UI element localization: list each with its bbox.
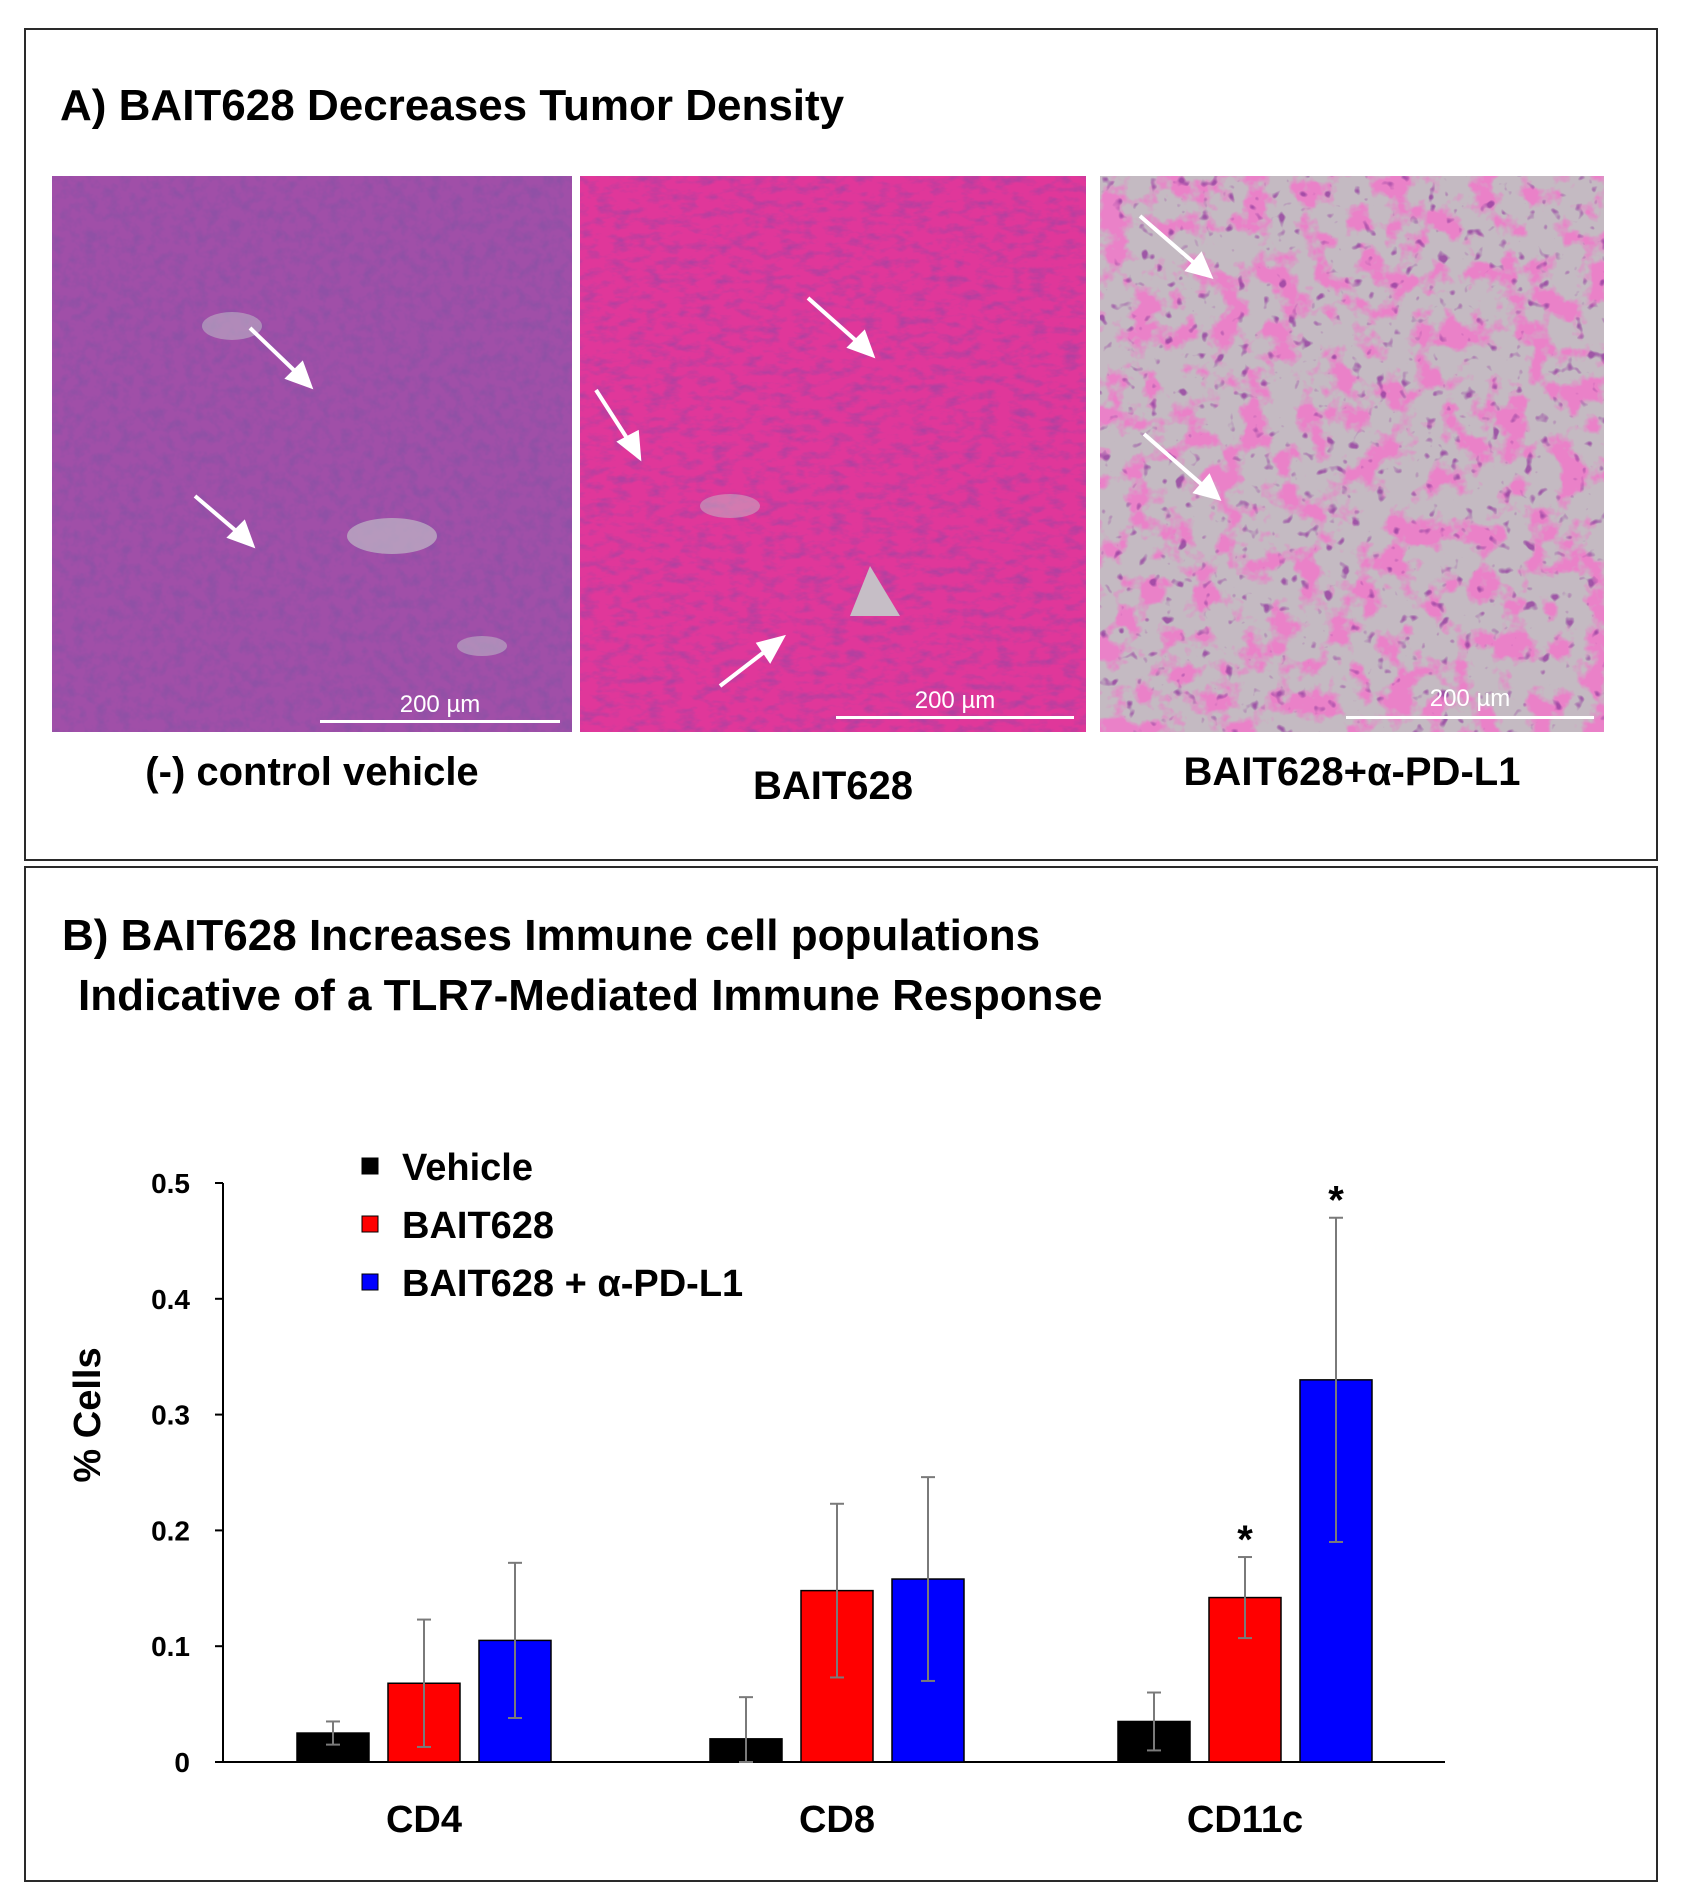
scale-label: 200 µm: [1429, 685, 1511, 712]
significance-marker: *: [1237, 1518, 1253, 1562]
scale-label: 200 µm: [399, 691, 481, 718]
legend-swatch-1: [361, 1215, 379, 1233]
legend-label-1: BAIT628: [402, 1205, 554, 1247]
scale-bar: [836, 716, 1074, 719]
scale-bar: [320, 720, 560, 723]
micrograph-bait628: 200 µm: [580, 176, 1086, 732]
panel-b-title-line2: Indicative of a TLR7-Mediated Immune Res…: [78, 971, 1103, 1020]
scale-bar: [1346, 716, 1594, 719]
panel-a-title: A) BAIT628 Decreases Tumor Density: [60, 81, 845, 130]
y-tick-label: 0.3: [151, 1400, 190, 1431]
legend-label-0: Vehicle: [402, 1147, 533, 1189]
y-tick-label: 0.1: [151, 1631, 190, 1662]
caption-bait628-anti-pdl1: BAIT628+α-PD-L1: [1183, 750, 1521, 794]
y-tick-label: 0.2: [151, 1515, 190, 1546]
scale-label: 200 µm: [914, 687, 996, 714]
legend-label-2: BAIT628 + α-PD-L1: [402, 1263, 743, 1305]
significance-marker: *: [1328, 1179, 1344, 1223]
micrograph-control-image: [52, 176, 572, 732]
x-tick-label-cd8: CD8: [799, 1799, 875, 1841]
legend-swatch-2: [361, 1273, 379, 1291]
micrograph-bait628-anti-pdl1-image: [1100, 176, 1604, 732]
y-tick-label: 0.5: [151, 1168, 190, 1199]
legend-swatch-0: [361, 1157, 379, 1175]
caption-bait628: BAIT628: [752, 764, 914, 808]
x-tick-label-cd11c: CD11c: [1187, 1799, 1303, 1841]
caption-control: (-) control vehicle: [145, 750, 479, 794]
y-tick-label: 0: [174, 1747, 190, 1778]
panel-b-title-line1: B) BAIT628 Increases Immune cell populat…: [62, 911, 1041, 960]
x-tick-label-cd4: CD4: [386, 1799, 462, 1841]
y-axis-label: % Cells: [67, 1347, 109, 1482]
panel-a: A) BAIT628 Decreases Tumor Density 200: [24, 28, 1658, 861]
micrograph-control: 200 µm: [52, 176, 572, 732]
micrograph-bait628-image: [580, 176, 1086, 732]
y-tick-label: 0.4: [151, 1284, 190, 1315]
micrograph-bait628-anti-pdl1: 200 µm: [1100, 176, 1604, 732]
